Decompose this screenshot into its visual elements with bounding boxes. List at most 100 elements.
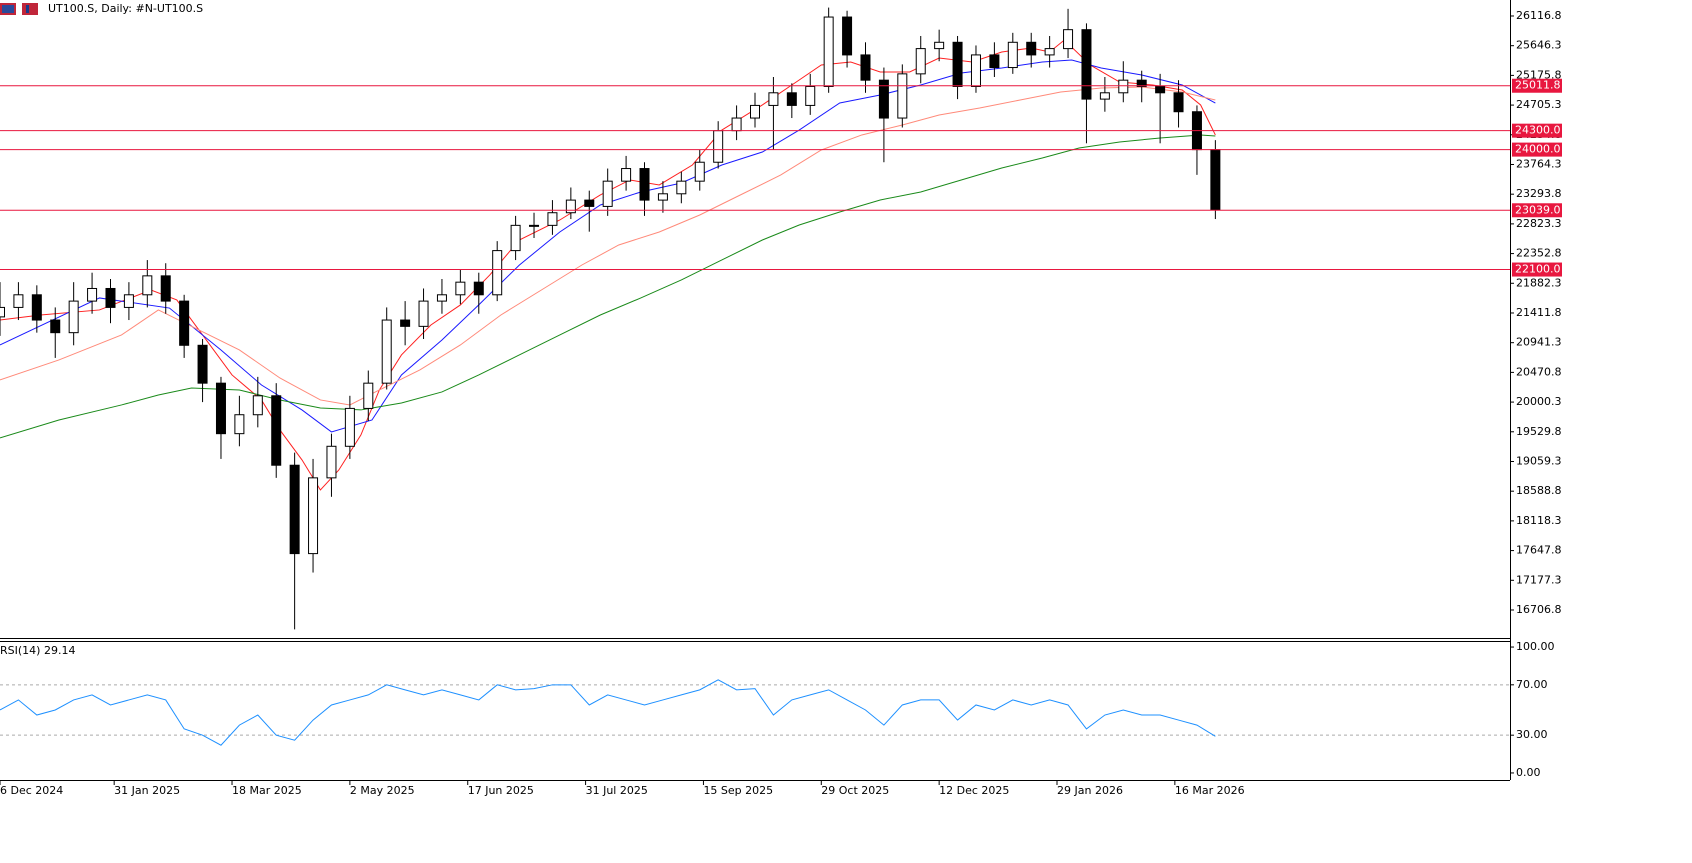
- candle-body: [1007, 41, 1018, 69]
- x-tick-label: 15 Sep 2025: [703, 784, 773, 797]
- x-tick-label: 17 Jun 2025: [468, 784, 534, 797]
- candle-body: [970, 54, 981, 87]
- y-tick-label: 19059.3: [1516, 454, 1562, 467]
- x-tick-label: 31 Jul 2025: [586, 784, 648, 797]
- y-tick-label: 20000.3: [1516, 395, 1562, 408]
- candle-body: [1026, 41, 1037, 56]
- level-label-box: [1512, 78, 1562, 93]
- candle-body: [602, 180, 613, 207]
- candle-body: [510, 224, 521, 252]
- y-tick-label: 20470.8: [1516, 365, 1562, 378]
- candle-body: [1081, 29, 1092, 100]
- moving-average: [0, 134, 1216, 439]
- y-tick-label: 19529.8: [1516, 425, 1562, 438]
- x-tick-label: 2 May 2025: [350, 784, 415, 797]
- y-tick-label: 100.00: [1516, 640, 1555, 653]
- candle-body: [1099, 92, 1110, 100]
- candle-body: [68, 300, 79, 334]
- y-tick-label: 21882.3: [1516, 276, 1562, 289]
- x-tick-label: 29 Oct 2025: [821, 784, 889, 797]
- icon: [26, 5, 29, 13]
- candle-body: [1210, 149, 1221, 211]
- moving-average: [0, 86, 1216, 406]
- candle-body: [87, 287, 98, 302]
- candle-body: [492, 250, 503, 296]
- symbol-icons: [0, 3, 38, 15]
- candle-body: [123, 294, 134, 308]
- y-tick-label: 25175.8: [1516, 68, 1562, 81]
- level-label: 25011.8: [1515, 79, 1561, 92]
- icon: [2, 5, 14, 13]
- candle-body: [179, 300, 190, 346]
- x-tick-label: 6 Dec 2024: [0, 784, 63, 797]
- level-label-box: [1512, 203, 1562, 218]
- y-tick-label: 0.00: [1516, 766, 1541, 779]
- y-tick-label: 22823.3: [1516, 217, 1562, 230]
- candle-body: [694, 161, 705, 182]
- x-tick-label: 31 Jan 2025: [114, 784, 180, 797]
- candle-body: [105, 287, 116, 308]
- candle-body: [400, 319, 411, 327]
- y-tick-label: 26116.8: [1516, 9, 1562, 22]
- y-tick-label: 23293.8: [1516, 187, 1562, 200]
- candle-body: [1136, 79, 1147, 87]
- candle-body: [621, 168, 632, 182]
- candle-body: [584, 199, 595, 207]
- y-tick-label: 25646.3: [1516, 39, 1562, 52]
- candle-body: [565, 199, 576, 214]
- rsi-title: RSI(14) 29.14: [0, 644, 75, 657]
- y-tick-label: 23764.3: [1516, 157, 1562, 170]
- candle-body: [915, 48, 926, 75]
- level-label-box: [1512, 123, 1562, 138]
- candle-body: [768, 92, 779, 106]
- candle-body: [878, 79, 889, 119]
- y-tick-label: 30.00: [1516, 728, 1548, 741]
- candle-body: [713, 130, 724, 163]
- candle-body: [473, 281, 484, 296]
- candle-body: [31, 294, 42, 321]
- candle-body: [418, 300, 429, 327]
- x-tick-label: 16 Mar 2026: [1175, 784, 1245, 797]
- candle-body: [639, 168, 650, 201]
- candle-body: [1118, 79, 1129, 94]
- rsi-line: [0, 679, 1216, 746]
- candle-body: [529, 224, 540, 227]
- candle-body: [657, 193, 668, 201]
- x-tick-label: 18 Mar 2025: [232, 784, 302, 797]
- candle-body: [308, 477, 319, 555]
- candle-body: [50, 319, 61, 334]
- candle-body: [750, 104, 760, 119]
- candle-body: [1063, 29, 1074, 50]
- candle-body: [252, 395, 263, 416]
- candle-body: [897, 73, 908, 119]
- candle-body: [989, 54, 1000, 69]
- y-tick-label: 18118.3: [1516, 514, 1562, 527]
- candle-body: [842, 16, 853, 56]
- candle-body: [1173, 92, 1184, 113]
- candle-body: [381, 319, 392, 384]
- candle-body: [160, 275, 171, 302]
- level-label: 22100.0: [1515, 263, 1561, 276]
- level-label: 23039.0: [1515, 203, 1561, 216]
- y-tick-label: 24705.3: [1516, 98, 1562, 111]
- y-tick-label: 70.00: [1516, 678, 1548, 691]
- candle-body: [786, 92, 797, 106]
- x-tick-label: 29 Jan 2026: [1057, 784, 1123, 797]
- candle-body: [142, 275, 153, 296]
- candle-body: [197, 344, 208, 384]
- chart-title: UT100.S, Daily: #N-UT100.S: [48, 2, 203, 15]
- y-tick-label: 17647.8: [1516, 544, 1562, 557]
- y-tick-label: 20941.3: [1516, 336, 1562, 349]
- candle-body: [234, 414, 245, 435]
- candle-body: [344, 407, 355, 447]
- candle-body: [860, 54, 871, 81]
- level-label-box: [1512, 142, 1562, 157]
- candle-body: [271, 395, 282, 466]
- level-label-box: [1512, 262, 1562, 277]
- level-label: 24000.0: [1515, 143, 1561, 156]
- candle-body: [326, 445, 337, 479]
- candle-body: [363, 382, 374, 409]
- candle-body: [547, 212, 558, 226]
